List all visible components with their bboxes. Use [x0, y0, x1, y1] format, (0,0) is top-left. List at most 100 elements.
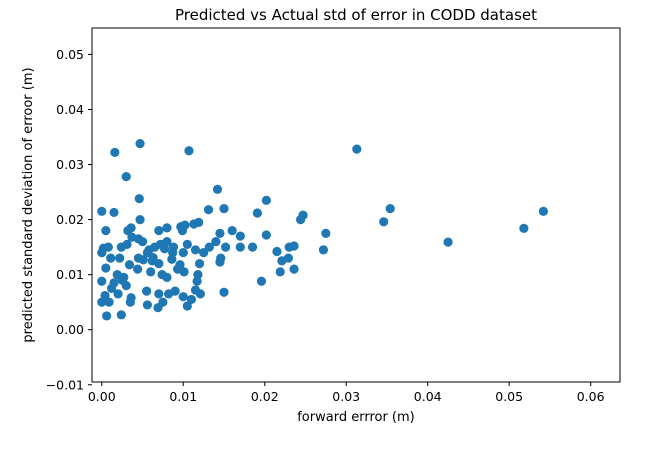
- data-point: [182, 239, 192, 249]
- y-axis: −0.01 0.00 0.01 0.02 0.03 0.04 0.05: [46, 47, 92, 392]
- x-tick-label: 0.05: [495, 389, 523, 404]
- data-point: [219, 287, 229, 297]
- data-point: [283, 253, 293, 263]
- data-point: [189, 219, 199, 229]
- data-point: [122, 239, 132, 249]
- data-point: [124, 260, 135, 270]
- data-point: [138, 255, 148, 265]
- data-point: [141, 286, 152, 296]
- y-tick-label: 0.03: [56, 157, 84, 172]
- data-point: [212, 184, 223, 194]
- data-point: [109, 207, 119, 218]
- data-point: [227, 226, 237, 236]
- data-point: [142, 300, 153, 310]
- data-point: [177, 226, 188, 236]
- x-axis: 0.00 0.01 0.02 0.03 0.04 0.05 0.06: [88, 382, 605, 404]
- data-point: [256, 276, 267, 286]
- data-point: [110, 147, 120, 158]
- plot-frame: [91, 27, 621, 383]
- data-point: [215, 257, 225, 267]
- data-point: [186, 294, 197, 305]
- data-point: [125, 297, 135, 307]
- data-point: [135, 214, 145, 225]
- data-point: [215, 228, 225, 238]
- data-point: [179, 267, 189, 277]
- data-point: [154, 289, 164, 299]
- data-point: [519, 223, 529, 233]
- data-point: [116, 310, 126, 320]
- data-point: [295, 214, 306, 225]
- data-point: [97, 276, 107, 286]
- data-point: [318, 245, 329, 255]
- x-tick-label: 0.03: [332, 389, 360, 404]
- x-tick-label: 0.00: [88, 389, 116, 404]
- data-point: [379, 217, 389, 227]
- data-point: [252, 208, 263, 218]
- y-tick-label: 0.05: [56, 47, 84, 62]
- data-point: [97, 248, 107, 258]
- data-point: [182, 301, 192, 311]
- data-point: [289, 264, 299, 274]
- data-point: [192, 276, 202, 286]
- x-axis-label: forward errror (m): [297, 410, 415, 425]
- data-point: [275, 267, 285, 277]
- data-point: [127, 232, 137, 242]
- data-point: [272, 246, 282, 257]
- data-point: [162, 223, 172, 233]
- y-tick-label: 0.01: [56, 267, 84, 282]
- data-point: [203, 205, 214, 215]
- data-point: [211, 237, 221, 247]
- data-point: [184, 146, 194, 156]
- x-tick-label: 0.02: [251, 389, 279, 404]
- data-point: [199, 248, 209, 258]
- y-tick-label: 0.04: [56, 102, 84, 117]
- data-point: [219, 203, 229, 214]
- data-point: [148, 252, 158, 263]
- data-point: [133, 264, 143, 274]
- data-point: [190, 285, 201, 295]
- data-point: [178, 248, 188, 258]
- data-point: [159, 244, 170, 254]
- data-point: [168, 248, 178, 258]
- data-points: [97, 139, 549, 321]
- x-tick-label: 0.01: [169, 389, 197, 404]
- data-point: [443, 237, 453, 247]
- x-tick-label: 0.06: [577, 389, 605, 404]
- data-point: [121, 281, 131, 291]
- data-point: [100, 290, 110, 301]
- data-point: [235, 242, 245, 252]
- data-point: [126, 223, 136, 233]
- data-point: [101, 226, 111, 236]
- data-point: [162, 237, 172, 247]
- data-point: [385, 203, 395, 214]
- data-point: [190, 245, 201, 255]
- data-point: [247, 242, 258, 252]
- x-tick-label: 0.04: [414, 389, 442, 404]
- data-point: [101, 263, 111, 273]
- data-point: [121, 172, 131, 182]
- data-point: [178, 292, 188, 302]
- data-point: [221, 242, 231, 252]
- data-point: [106, 253, 116, 263]
- data-point: [235, 231, 245, 241]
- data-point: [97, 206, 107, 216]
- data-point: [135, 139, 145, 149]
- data-point: [289, 241, 299, 251]
- data-point: [103, 242, 113, 252]
- data-point: [261, 195, 271, 205]
- data-point: [106, 283, 117, 294]
- data-point: [194, 259, 205, 269]
- y-tick-label: −0.01: [46, 377, 84, 392]
- data-point: [204, 242, 214, 252]
- data-point: [154, 226, 164, 236]
- data-point: [115, 253, 125, 263]
- data-point: [134, 194, 144, 204]
- y-tick-label: 0.02: [56, 212, 84, 227]
- data-point: [538, 206, 549, 216]
- data-point: [261, 230, 271, 240]
- data-point: [352, 144, 362, 154]
- data-point: [146, 267, 156, 277]
- data-point: [170, 286, 180, 296]
- y-axis-label: predicted standard deviation of erroor (…: [21, 67, 36, 342]
